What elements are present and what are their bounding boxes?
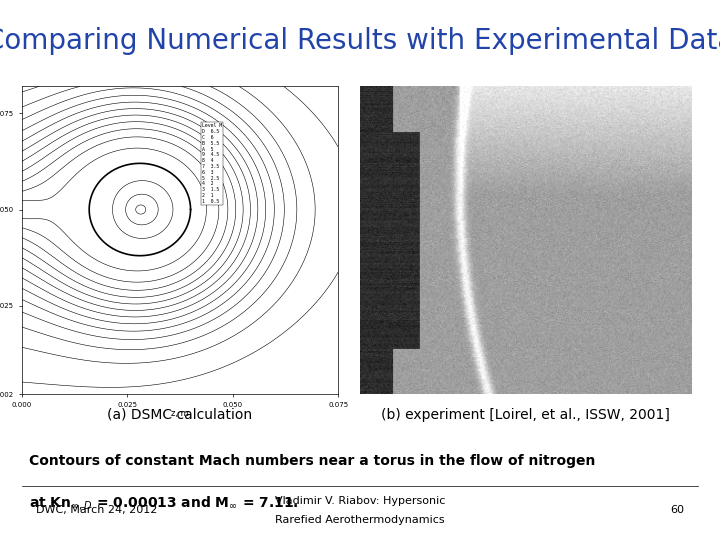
Text: (a) DSMC calculation: (a) DSMC calculation: [107, 408, 253, 422]
Text: (b) experiment [Loirel, et al., ISSW, 2001]: (b) experiment [Loirel, et al., ISSW, 20…: [381, 408, 670, 422]
Text: at Kn$_{\infty,D}$ = 0.00013 and M$_{\infty}$ = 7.11.: at Kn$_{\infty,D}$ = 0.00013 and M$_{\in…: [29, 494, 299, 512]
Text: Rarefied Aerothermodynamics: Rarefied Aerothermodynamics: [275, 515, 445, 525]
Text: Vladimir V. Riabov: Hypersonic: Vladimir V. Riabov: Hypersonic: [275, 496, 445, 505]
Text: Comparing Numerical Results with Experimental Data: Comparing Numerical Results with Experim…: [0, 27, 720, 55]
X-axis label: z, m: z, m: [171, 409, 189, 418]
Text: DWC, March 24, 2012: DWC, March 24, 2012: [36, 505, 158, 515]
Text: 60: 60: [670, 505, 684, 515]
Text: Level M
D  6.5
C  6
B  5.5
A  5
9  4.5
8  4
7  3.5
6  3
5  2.5
4  2
3  1.5
2  1
: Level M D 6.5 C 6 B 5.5 A 5 9 4.5 8 4 7 …: [202, 123, 222, 204]
Text: Contours of constant Mach numbers near a torus in the flow of nitrogen: Contours of constant Mach numbers near a…: [29, 454, 595, 468]
